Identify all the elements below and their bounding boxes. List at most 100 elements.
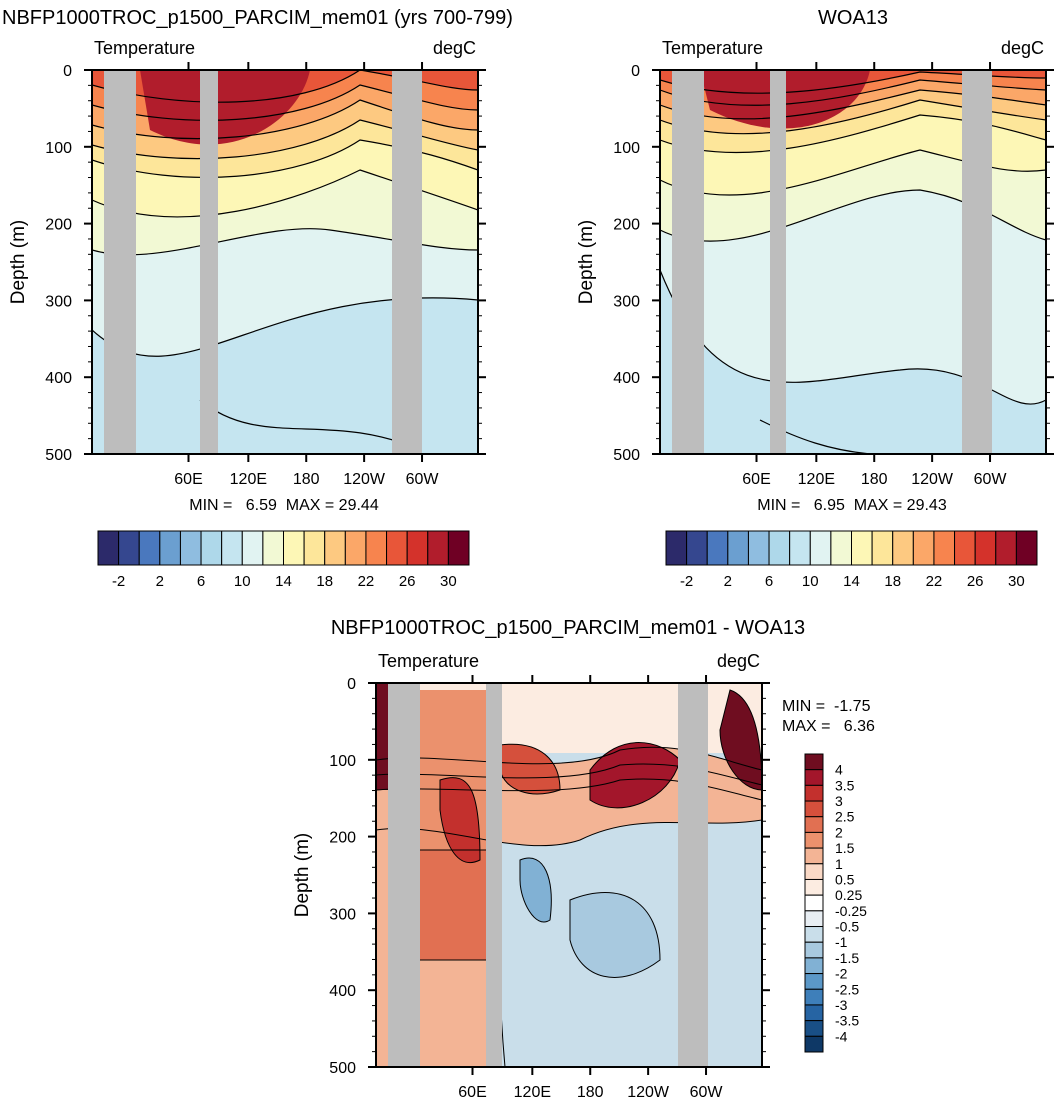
colorbar-swatch [974, 530, 997, 566]
panel-woa13: WOA13 Temperature degC Depth (m) [576, 7, 1054, 590]
colorbar-swatch [804, 941, 824, 959]
colorbar-label: 0.5 [835, 871, 855, 887]
band-12c [92, 228, 478, 357]
colorbar-swatch [447, 530, 470, 566]
panel-title: NBFP1000TROC_p1500_PARCIM_mem01 (yrs 700… [2, 7, 513, 29]
colorbar-swatch [804, 1004, 824, 1022]
colorbar-swatch [804, 769, 824, 786]
colorbar-label: -3 [835, 997, 848, 1013]
colorbar-swatch [118, 530, 140, 566]
stats-text: MIN = 6.95 MAX = 29.43 [757, 497, 947, 514]
colorbar: -2 2 6 10 14 18 22 26 30 [665, 530, 1038, 590]
x-tick-label: 60E [458, 1084, 486, 1101]
colorbar-swatch [804, 816, 824, 833]
colorbar-label: -2 [680, 573, 693, 590]
y-axis-label: Depth (m) [8, 220, 29, 304]
colorbar-swatch [665, 530, 688, 566]
units-label: degC [1001, 38, 1044, 58]
colorbar-label: 14 [275, 573, 292, 590]
anomaly-indian-core [440, 777, 480, 863]
colorbar-swatch [804, 784, 824, 802]
y-tick-label: 200 [329, 830, 356, 847]
x-tick-label: 180 [861, 471, 888, 488]
y-tick-label: 300 [329, 906, 356, 923]
colorbar-swatch [324, 530, 346, 566]
colorbar-swatch [804, 831, 824, 849]
colorbar-label: 18 [884, 573, 901, 590]
colorbar-label: 1 [835, 856, 843, 872]
colorbar-swatch [406, 530, 429, 566]
plot-frame [91, 69, 479, 455]
land-mask-africa [104, 70, 136, 454]
colorbar-swatch [851, 530, 873, 566]
colorbar-swatch [386, 530, 408, 566]
colorbar-label: 1.5 [835, 840, 855, 856]
y-tick-label: 500 [45, 447, 72, 464]
colorbar-swatch [138, 530, 161, 566]
colorbar-swatch [727, 530, 749, 566]
band-18c [660, 115, 1046, 196]
colorbar-swatch [804, 894, 824, 912]
colorbar-swatch [706, 530, 729, 566]
y-tick-label: 400 [329, 983, 356, 1000]
panel-title: NBFP1000TROC_p1500_PARCIM_mem01 - WOA13 [331, 617, 805, 639]
y-axis-label: Depth (m) [576, 220, 597, 304]
y-tick-label: 500 [613, 447, 640, 464]
y-tick-label: 0 [347, 676, 356, 693]
colorbar: 43.532.521.510.50.25-0.25-0.5-1-1.5-2-2.… [804, 753, 867, 1053]
anomaly-west-pacific [500, 744, 560, 794]
anomaly-cool-140e [520, 858, 552, 922]
colorbar-swatch [804, 847, 824, 865]
land-mask-indonesia [200, 70, 218, 454]
y-axis-label: Depth (m) [292, 833, 313, 917]
colorbar-label: 3 [835, 793, 843, 809]
x-tick-label: 120E [514, 1084, 551, 1101]
colorbar-swatch [804, 957, 824, 975]
variable-label: Temperature [662, 38, 763, 58]
colorbar-label: 22 [926, 573, 943, 590]
colorbar-label: 10 [802, 573, 819, 590]
variable-label: Temperature [378, 651, 479, 671]
stats-min: MIN = -1.75 [782, 698, 871, 715]
colorbar-label: 2.5 [835, 809, 855, 825]
band-10c [660, 270, 1046, 454]
colorbar-swatch [241, 530, 264, 566]
colorbar-swatch [804, 863, 824, 880]
x-tick-label: 180 [577, 1084, 604, 1101]
units-label: degC [717, 651, 760, 671]
colorbar-swatch [221, 530, 243, 566]
x-tick-label: 120W [627, 1084, 670, 1101]
panel-model: NBFP1000TROC_p1500_PARCIM_mem01 (yrs 700… [2, 7, 513, 590]
stats-max: MAX = 6.36 [782, 718, 875, 735]
colorbar-label: 6 [197, 573, 205, 590]
land-mask-america [962, 70, 992, 454]
colorbar-swatch [747, 530, 770, 566]
anomaly-strong-core [590, 742, 680, 808]
land-mask-indonesia [770, 70, 786, 454]
colorbar-swatch [804, 988, 824, 1006]
x-tick-label: 120E [798, 471, 835, 488]
colorbar-swatch [912, 530, 935, 566]
colorbar-swatch [804, 1035, 824, 1053]
variable-label: Temperature [94, 38, 195, 58]
y-tick-label: 100 [329, 753, 356, 770]
anomaly-indian-deep [416, 850, 486, 960]
colorbar-label: -2 [835, 966, 848, 982]
colorbar-swatch [804, 878, 824, 896]
colorbar-swatch [804, 1020, 824, 1037]
colorbar-swatch [200, 530, 223, 566]
y-tick-label: 300 [45, 293, 72, 310]
y-tick-label: 100 [45, 140, 72, 157]
colorbar-swatch [804, 973, 824, 990]
plot-frame [375, 682, 763, 1068]
band-warm-pool [140, 70, 310, 145]
colorbar-swatch [809, 530, 832, 566]
band-14c [92, 170, 478, 255]
land-mask-africa [388, 683, 420, 1067]
y-tick-label: 0 [63, 63, 72, 80]
band-20c [660, 100, 1046, 153]
colorbar-swatch [159, 530, 181, 566]
colorbar-swatch [97, 530, 120, 566]
x-tick-label: 120W [343, 471, 386, 488]
land-mask-america [392, 70, 422, 454]
